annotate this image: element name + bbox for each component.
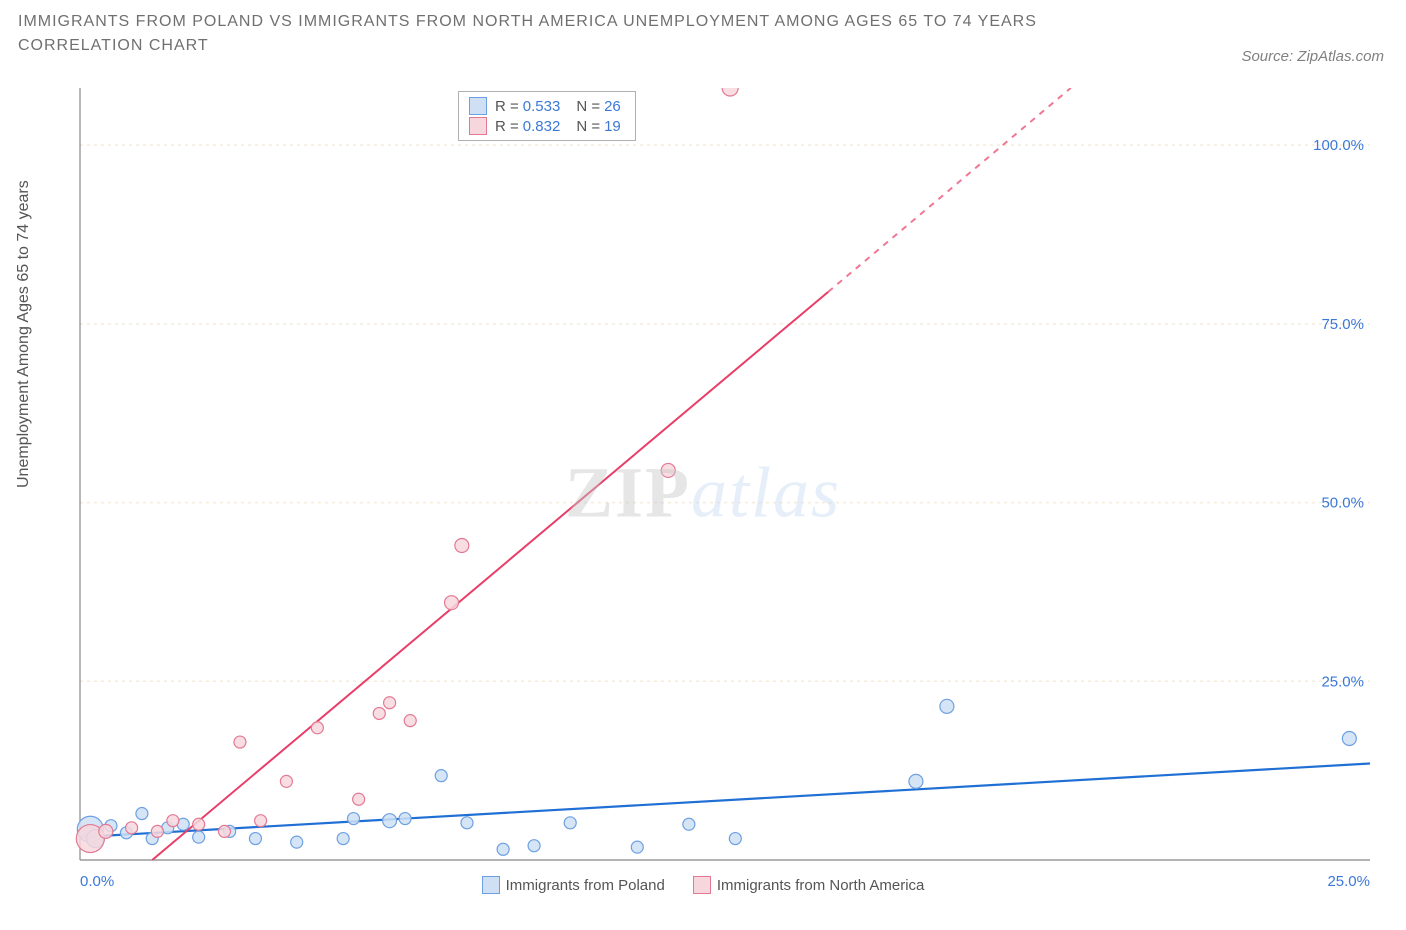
point-poland <box>435 770 447 782</box>
point-north_america <box>353 793 365 805</box>
y-axis-label: Unemployment Among Ages 65 to 74 years <box>15 180 33 488</box>
point-north_america <box>99 824 113 838</box>
n-label: N = <box>576 98 600 115</box>
plot-container: Unemployment Among Ages 65 to 74 years 2… <box>20 88 1386 898</box>
point-poland <box>337 833 349 845</box>
r-label: R = <box>495 118 519 135</box>
point-north_america <box>311 722 323 734</box>
point-north_america <box>255 815 267 827</box>
point-north_america <box>384 697 396 709</box>
bottom-legend: Immigrants from Poland Immigrants from No… <box>20 876 1386 898</box>
point-poland <box>683 818 695 830</box>
point-north_america <box>218 825 230 837</box>
point-north_america <box>404 715 416 727</box>
correlation-row: R =0.533 N =26 <box>469 96 625 116</box>
point-poland <box>461 817 473 829</box>
point-poland <box>193 831 205 843</box>
point-poland <box>528 840 540 852</box>
r-label: R = <box>495 98 519 115</box>
correlation-row: R =0.832 N =19 <box>469 116 625 136</box>
legend-label: Immigrants from Poland <box>506 877 665 894</box>
legend-swatch <box>469 97 487 115</box>
point-poland <box>729 833 741 845</box>
legend-label: Immigrants from North America <box>717 877 925 894</box>
point-poland <box>136 808 148 820</box>
point-poland <box>909 774 923 788</box>
point-north_america <box>455 538 469 552</box>
point-north_america <box>373 707 385 719</box>
point-north_america <box>280 775 292 787</box>
point-north_america <box>661 463 675 477</box>
point-poland <box>631 841 643 853</box>
title-line-1: IMMIGRANTS FROM POLAND VS IMMIGRANTS FRO… <box>18 10 1037 34</box>
correlation-box: R =0.533 N =26 R =0.832 N =19 <box>458 91 636 141</box>
point-north_america <box>445 596 459 610</box>
r-value: 0.832 <box>523 118 561 135</box>
point-poland <box>564 817 576 829</box>
y-tick-label: 100.0% <box>1313 137 1364 154</box>
legend-swatch <box>482 876 500 894</box>
point-poland <box>291 836 303 848</box>
point-north_america <box>151 825 163 837</box>
title-line-2: CORRELATION CHART <box>18 34 1037 58</box>
n-value: 26 <box>604 98 621 115</box>
point-north_america <box>126 822 138 834</box>
legend-swatch <box>469 117 487 135</box>
point-poland <box>497 843 509 855</box>
r-value: 0.533 <box>523 98 561 115</box>
point-north_america <box>234 736 246 748</box>
chart-svg: 25.0%50.0%75.0%100.0%0.0%25.0% <box>65 88 1385 898</box>
n-label: N = <box>576 118 600 135</box>
legend-item: Immigrants from North America <box>693 876 925 894</box>
point-poland <box>249 833 261 845</box>
legend-swatch <box>693 876 711 894</box>
legend-item: Immigrants from Poland <box>482 876 665 894</box>
chart-header: IMMIGRANTS FROM POLAND VS IMMIGRANTS FRO… <box>18 10 1037 58</box>
source-attribution: Source: ZipAtlas.com <box>1241 48 1384 65</box>
point-poland <box>399 813 411 825</box>
n-value: 19 <box>604 118 621 135</box>
point-poland <box>1342 731 1356 745</box>
point-poland <box>347 813 359 825</box>
y-tick-label: 50.0% <box>1321 495 1364 512</box>
y-tick-label: 75.0% <box>1321 316 1364 333</box>
point-poland <box>940 699 954 713</box>
point-north_america <box>193 818 205 830</box>
point-poland <box>383 814 397 828</box>
point-north_america <box>167 815 179 827</box>
y-tick-label: 25.0% <box>1321 673 1364 690</box>
